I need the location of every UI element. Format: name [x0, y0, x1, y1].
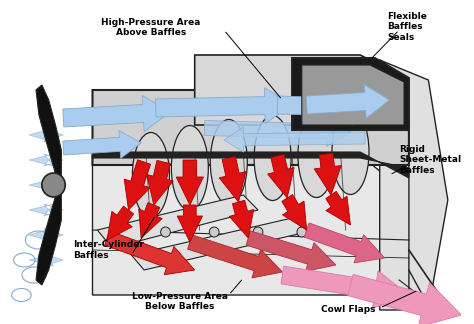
- Polygon shape: [304, 223, 384, 263]
- Polygon shape: [92, 155, 409, 295]
- Polygon shape: [97, 195, 258, 248]
- Polygon shape: [147, 160, 173, 205]
- Polygon shape: [268, 154, 294, 198]
- Polygon shape: [204, 116, 350, 146]
- Polygon shape: [348, 274, 462, 324]
- Polygon shape: [29, 154, 64, 166]
- Polygon shape: [292, 58, 409, 130]
- Circle shape: [210, 227, 219, 237]
- Circle shape: [42, 173, 65, 197]
- Polygon shape: [195, 55, 409, 125]
- Polygon shape: [131, 218, 307, 270]
- Circle shape: [297, 227, 307, 237]
- Polygon shape: [92, 152, 409, 178]
- Polygon shape: [105, 231, 195, 275]
- Ellipse shape: [132, 133, 169, 217]
- Ellipse shape: [171, 125, 209, 211]
- Polygon shape: [176, 160, 203, 205]
- Polygon shape: [29, 204, 64, 216]
- Polygon shape: [277, 89, 380, 125]
- Polygon shape: [188, 235, 283, 278]
- Polygon shape: [63, 96, 170, 132]
- Polygon shape: [246, 231, 336, 271]
- Polygon shape: [224, 127, 365, 152]
- Circle shape: [253, 227, 263, 237]
- Polygon shape: [219, 156, 246, 202]
- Polygon shape: [281, 266, 409, 308]
- Polygon shape: [302, 65, 404, 125]
- Polygon shape: [139, 202, 162, 238]
- Polygon shape: [29, 228, 64, 242]
- Polygon shape: [29, 179, 64, 191]
- Polygon shape: [63, 130, 141, 158]
- Ellipse shape: [210, 120, 247, 204]
- Polygon shape: [124, 160, 151, 210]
- Polygon shape: [306, 85, 390, 119]
- Ellipse shape: [332, 110, 369, 194]
- Polygon shape: [229, 200, 254, 238]
- Polygon shape: [36, 85, 61, 177]
- Polygon shape: [380, 60, 448, 310]
- Ellipse shape: [298, 112, 335, 198]
- Polygon shape: [282, 194, 307, 230]
- Text: Flexible
Baffles
Seals: Flexible Baffles Seals: [387, 12, 428, 42]
- Text: Inter-Cylinder
Baffles: Inter-Cylinder Baffles: [73, 240, 144, 260]
- Polygon shape: [92, 90, 409, 165]
- Polygon shape: [29, 254, 64, 266]
- Polygon shape: [36, 193, 61, 285]
- Polygon shape: [177, 205, 202, 242]
- Polygon shape: [155, 87, 292, 123]
- Polygon shape: [29, 128, 64, 142]
- Text: Cowl Flaps: Cowl Flaps: [321, 305, 376, 314]
- Ellipse shape: [254, 115, 291, 201]
- Circle shape: [161, 227, 170, 237]
- Text: Low-Pressure Area
Below Baffles: Low-Pressure Area Below Baffles: [132, 292, 228, 311]
- Text: Rigid
Sheet-Metal
Baffles: Rigid Sheet-Metal Baffles: [399, 145, 461, 175]
- Polygon shape: [107, 206, 134, 240]
- Text: High-Pressure Area
Above Baffles: High-Pressure Area Above Baffles: [101, 18, 201, 37]
- Polygon shape: [314, 153, 341, 195]
- Polygon shape: [326, 191, 350, 225]
